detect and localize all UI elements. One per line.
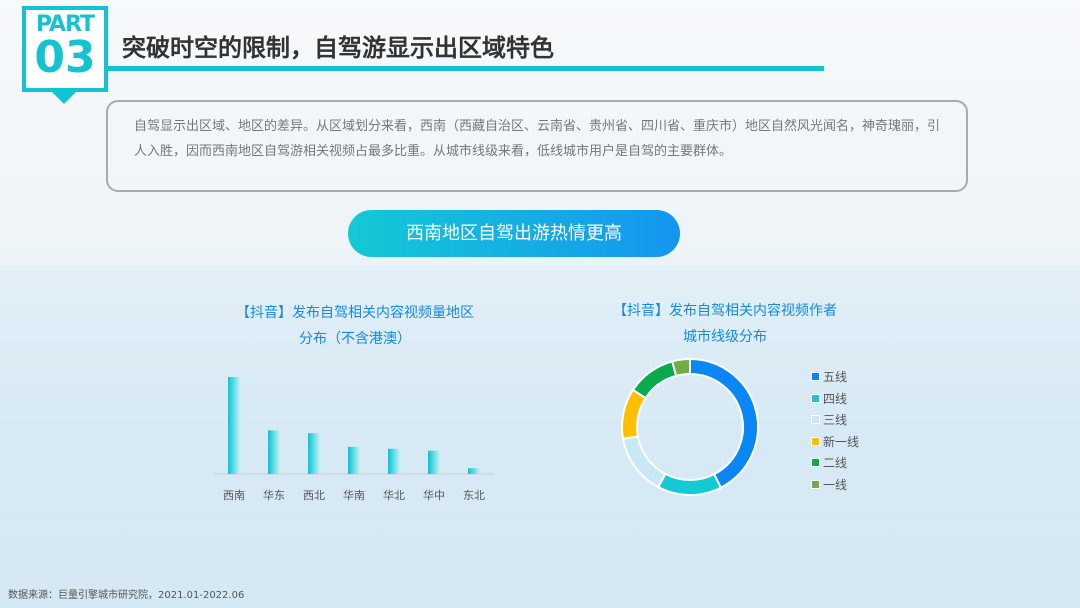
legend-item: 五线 [812,366,859,388]
donut-slice-二线 [631,360,678,400]
bar-chart-title-line2: 分布（不含港澳） [299,331,411,347]
donut-slice-一线 [671,357,691,378]
x-tick-label: 西南 [223,489,245,502]
part-label: PART [35,12,95,37]
part-badge-pointer [52,92,76,104]
legend-label: 三线 [823,413,848,428]
bar-华中 [428,450,441,474]
legend-swatch [812,373,819,381]
legend-item: 新一线 [812,431,859,453]
part-badge: PART 03 [22,6,108,92]
legend-swatch [812,459,819,467]
highlight-banner: 西南地区自驾出游热情更高 [348,210,680,257]
legend-item: 三线 [812,409,859,431]
bar-华东 [268,430,281,474]
legend-swatch [812,416,819,424]
bar-华南 [348,446,361,474]
description-box: 自驾显示出区域、地区的差异。从区域划分来看，西南（西藏自治区、云南省、贵州省、四… [106,100,968,192]
legend-item: 一线 [812,474,859,496]
legend-swatch [812,437,819,445]
bar-chart: 西南 华东 西北 华南 华北 华中 东北 [214,377,494,502]
background-skyline [0,265,1080,608]
donut-chart [621,357,759,496]
bar-chart-title: 【抖音】发布自驾相关内容视频量地区 分布（不含港澳） [220,300,490,352]
legend-label: 新一线 [823,434,860,449]
x-tick-label: 华南 [343,488,365,502]
bar-西北 [308,433,321,474]
x-tick-label: 东北 [463,489,485,502]
donut-legend: 五线四线三线新一线二线一线 [812,366,859,495]
part-number: 03 [34,32,96,83]
donut-slice-三线 [621,435,667,489]
donut-chart-title: 【抖音】发布自驾相关内容视频作者 城市线级分布 [600,298,850,350]
x-tick-label: 华中 [423,488,445,502]
bar-华北 [388,448,401,474]
legend-label: 四线 [823,391,848,406]
donut-slice-五线 [689,357,759,489]
legend-swatch [812,394,819,402]
x-tick-label: 西北 [303,489,325,502]
legend-swatch [812,480,819,488]
x-tick-label: 华东 [263,488,285,502]
donut-chart-title-line1: 【抖音】发布自驾相关内容视频作者 [613,303,837,319]
donut-slice-新一线 [621,388,647,441]
bar-东北 [468,468,481,474]
bar-西南 [228,377,241,474]
donut-slice-四线 [657,472,723,496]
legend-label: 一线 [823,477,848,492]
donut-chart-title-line2: 城市线级分布 [683,329,767,345]
page-title: 突破时空的限制，自驾游显示出区域特色 [122,34,554,62]
legend-label: 二线 [823,456,848,471]
legend-item: 二线 [812,452,859,474]
data-source: 数据来源：巨量引擎城市研究院，2021.01-2022.06 [8,590,245,601]
bar-chart-title-line1: 【抖音】发布自驾相关内容视频量地区 [236,305,474,321]
legend-label: 五线 [823,370,848,385]
title-underline [106,66,824,71]
x-tick-label: 华北 [383,488,405,502]
legend-item: 四线 [812,388,859,410]
